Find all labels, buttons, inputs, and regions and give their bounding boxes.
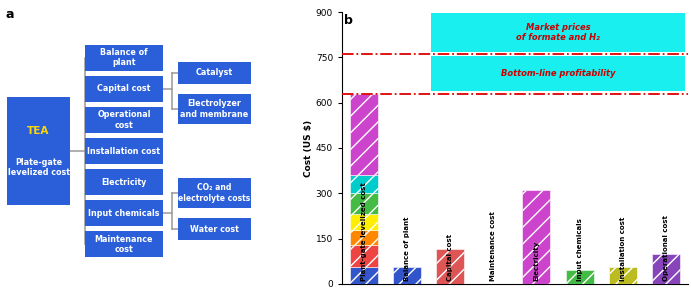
Bar: [350, 94, 378, 175]
FancyBboxPatch shape: [86, 201, 162, 226]
Text: Installation cost: Installation cost: [620, 217, 626, 281]
FancyBboxPatch shape: [430, 13, 685, 52]
Bar: [350, 214, 378, 230]
FancyBboxPatch shape: [178, 178, 252, 208]
Text: TEA: TEA: [28, 127, 50, 137]
FancyBboxPatch shape: [86, 138, 162, 164]
Bar: [350, 175, 378, 193]
Text: Plant-gate levelized cost: Plant-gate levelized cost: [361, 183, 367, 281]
Bar: [350, 193, 378, 214]
Text: Maintenance cost: Maintenance cost: [490, 212, 496, 281]
Text: Plate-gate
levelized cost: Plate-gate levelized cost: [8, 158, 70, 177]
FancyBboxPatch shape: [430, 56, 685, 91]
FancyBboxPatch shape: [178, 219, 252, 240]
FancyBboxPatch shape: [86, 76, 162, 101]
Bar: [350, 230, 378, 245]
Bar: [652, 254, 680, 284]
FancyBboxPatch shape: [86, 45, 162, 71]
Y-axis label: Cost (US $): Cost (US $): [304, 119, 313, 177]
Bar: [609, 267, 637, 284]
Text: CO₂ and
electrolyte costs: CO₂ and electrolyte costs: [178, 183, 251, 203]
Bar: [350, 267, 378, 284]
FancyBboxPatch shape: [86, 169, 162, 195]
FancyBboxPatch shape: [178, 94, 252, 124]
Text: Electrolyzer
and membrane: Electrolyzer and membrane: [180, 99, 249, 119]
Text: Capital cost: Capital cost: [97, 84, 151, 93]
Bar: [350, 245, 378, 267]
Text: Bottom-line profitability: Bottom-line profitability: [501, 69, 615, 78]
Bar: [565, 270, 594, 284]
Bar: [392, 267, 421, 284]
Text: Balance of plant: Balance of plant: [404, 217, 410, 281]
Text: Maintenance
cost: Maintenance cost: [95, 235, 153, 254]
Bar: [436, 249, 464, 284]
Text: a: a: [5, 8, 14, 21]
Text: Capital cost: Capital cost: [447, 234, 453, 281]
FancyBboxPatch shape: [86, 231, 162, 257]
Text: Catalyst: Catalyst: [196, 68, 233, 77]
Text: Market prices
of formate and H₂: Market prices of formate and H₂: [516, 23, 600, 42]
Text: Water cost: Water cost: [190, 225, 239, 234]
Text: Balance of
plant: Balance of plant: [100, 48, 148, 67]
Text: Electricity: Electricity: [102, 178, 146, 187]
Text: Electricity: Electricity: [533, 241, 540, 281]
FancyBboxPatch shape: [86, 107, 162, 133]
Text: Installation cost: Installation cost: [88, 146, 160, 156]
Text: b: b: [344, 14, 353, 27]
FancyBboxPatch shape: [178, 62, 252, 83]
FancyBboxPatch shape: [7, 97, 70, 205]
Text: Operational cost: Operational cost: [663, 215, 669, 281]
Bar: [522, 190, 551, 284]
Text: Input chemicals: Input chemicals: [88, 209, 160, 218]
Text: Operational
cost: Operational cost: [97, 110, 151, 130]
Text: Input chemicals: Input chemicals: [576, 219, 583, 281]
